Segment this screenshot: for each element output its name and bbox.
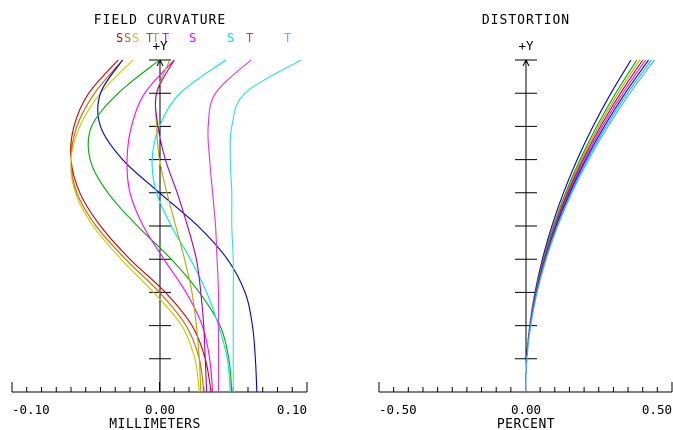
fc-curve-1	[70, 59, 205, 393]
fc-legend-entry-3: T	[146, 31, 153, 45]
distortion-x-tick-labels: -0.50 0.00 0.50	[379, 402, 672, 417]
fc-legend-entry-8: T	[246, 31, 253, 45]
distortion-x-axis-label: PERCENT	[497, 417, 555, 430]
fc-legend-entry-2: S	[132, 31, 139, 45]
distortion-title: DISTORTION	[482, 13, 570, 28]
ds-y-axis-arrow	[522, 58, 530, 67]
fc-x-tick-label-left: -0.10	[12, 402, 50, 417]
fc-curve-3	[97, 59, 258, 393]
fc-curve-8	[154, 59, 208, 393]
field-curvature-x-tick-labels: -0.10 0.00 0.10	[12, 402, 307, 417]
fc-curve-2	[70, 59, 200, 393]
distortion-y-axis-label: +Y	[518, 38, 534, 53]
fc-curve-4	[87, 59, 233, 393]
field-curvature-axes	[11, 58, 308, 393]
ds-curve-0	[524, 59, 632, 393]
fc-legend-entry-5: T	[162, 31, 169, 45]
distortion-axes	[378, 58, 673, 393]
fc-x-tick-label-center: 0.00	[145, 402, 175, 417]
fc-curve-6	[151, 59, 231, 393]
ds-x-tick-label-center: 0.00	[511, 402, 541, 417]
fc-legend-entry-9: T	[284, 31, 291, 45]
fc-curve-5	[126, 59, 214, 393]
ds-x-tick-label-right: 0.50	[642, 402, 672, 417]
ds-curve-2	[524, 59, 641, 393]
fc-legend-entry-0: S	[116, 31, 123, 45]
fc-curve-7	[154, 59, 202, 393]
ds-curve-5	[524, 59, 650, 393]
field-curvature-curves	[70, 59, 302, 393]
ds-curve-4	[524, 59, 647, 393]
fc-curve-9	[207, 59, 252, 392]
ds-curve-7	[524, 59, 655, 393]
ds-curve-6	[524, 59, 652, 393]
field-curvature-y-axis-label: +Y	[152, 38, 168, 53]
distortion-curves	[524, 59, 655, 393]
fc-curve-10	[229, 59, 302, 392]
ds-curve-1	[524, 59, 638, 393]
field-curvature-title: FIELD CURVATURE	[94, 13, 226, 28]
fc-y-axis-arrow	[156, 58, 164, 67]
field-curvature-legend: S S S TT T S S T T	[116, 31, 291, 45]
ds-curve-3	[524, 59, 644, 393]
fc-legend-entry-7: S	[227, 31, 234, 45]
field-curvature-x-axis-label: MILLIMETERS	[109, 417, 201, 430]
distortion-chart: DISTORTION +Y -0.50 0.00 0.50 PERCENT	[378, 13, 673, 430]
fc-legend-entry-6: S	[189, 31, 196, 45]
fc-legend-entry-1: S	[124, 31, 131, 45]
ds-x-tick-label-left: -0.50	[379, 402, 417, 417]
fc-x-tick-label-right: 0.10	[277, 402, 307, 417]
field-curvature-chart: FIELD CURVATURE S S S TT T S S T T +Y -0.10 0.00…	[11, 13, 308, 430]
fc-legend-entry-4: T	[152, 31, 159, 45]
